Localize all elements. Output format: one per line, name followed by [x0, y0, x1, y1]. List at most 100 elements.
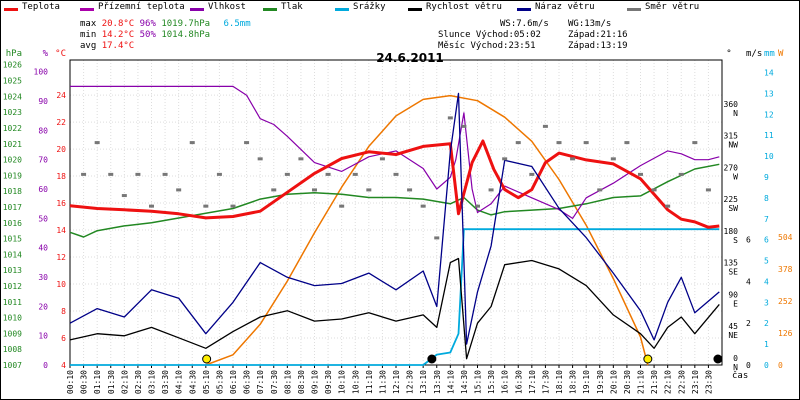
legend-swatch — [408, 8, 422, 11]
x-axis-label: čas — [732, 370, 748, 381]
axis-tick-pct: 60 — [38, 185, 48, 194]
axis-tick-mm: 4 — [764, 277, 769, 286]
wind-direction-dot — [379, 157, 385, 161]
legend-swatch — [80, 8, 94, 11]
x-tick-label: 16:10 — [501, 370, 510, 394]
axis-tick-temp: 22 — [56, 118, 66, 127]
wind-direction-dot — [705, 188, 711, 192]
axis-tick-hPa: 1014 — [3, 250, 22, 259]
axis-tick-W: 504 — [778, 233, 793, 242]
wind-direction-dot — [515, 141, 521, 145]
x-tick-label: 08:30 — [297, 370, 306, 394]
x-tick-label: 15:30 — [487, 370, 496, 394]
legend-label: Srážky — [353, 2, 386, 12]
axis-tick-pct: 70 — [38, 156, 48, 165]
stat-max-temp: 20.8°C — [101, 19, 135, 29]
stat-ws: WS:7.6m/s — [500, 19, 549, 29]
axis-label-deg: ° — [726, 49, 731, 59]
axis-tick-deg-dir: N — [733, 109, 738, 118]
axis-tick-hPa: 1007 — [3, 361, 22, 370]
axis-label-pct: % — [43, 49, 49, 59]
x-tick-label: 14:30 — [460, 370, 469, 394]
x-tick-label: 20:10 — [609, 370, 618, 394]
axis-tick-pct: 50 — [38, 214, 48, 223]
stat-min: min 14.2°C 50% 1014.8hPa — [80, 30, 210, 40]
axis-tick-pct: 90 — [38, 97, 48, 106]
legend-label: Přízemní teplota — [98, 2, 185, 12]
axis-tick-deg-dir: N — [733, 363, 738, 372]
axis-tick-temp: 20 — [56, 145, 66, 154]
wind-direction-dot — [583, 141, 589, 145]
wind-direction-dot — [488, 188, 494, 192]
wind-direction-dot — [325, 172, 331, 176]
axis-tick-mm: 3 — [764, 298, 769, 307]
axis-tick-temp: 14 — [56, 226, 66, 235]
x-tick-label: 17:30 — [541, 370, 550, 394]
axis-tick-hPa: 1013 — [3, 266, 22, 275]
moonrise-marker — [713, 354, 723, 364]
axis-tick-mm: 8 — [764, 194, 769, 203]
axis-tick-hPa: 1012 — [3, 282, 22, 291]
wind-direction-dot — [149, 204, 154, 208]
axis-tick-mm: 12 — [764, 110, 774, 119]
moonset-marker — [427, 354, 437, 364]
legend-swatch — [627, 8, 641, 11]
x-tick-label: 12:30 — [406, 370, 415, 394]
wind-direction-dot — [366, 188, 372, 192]
axis-label-temp: °C — [55, 49, 66, 59]
x-tick-label: 11:30 — [378, 370, 387, 394]
x-tick-label: 14:10 — [446, 370, 455, 394]
wind-direction-dot — [475, 204, 480, 208]
wind-direction-dot — [420, 204, 426, 208]
axis-tick-deg: 360 — [724, 100, 739, 109]
wind-direction-dot — [162, 172, 168, 176]
legend-label: Tlak — [281, 2, 303, 12]
sunset-marker — [643, 354, 653, 364]
series-line-Náraz větru — [69, 92, 720, 345]
wind-direction-dot — [257, 157, 263, 161]
series-line-Rychlost větru — [69, 257, 720, 360]
x-tick-label: 22:30 — [677, 370, 686, 394]
axis-tick-pct: 30 — [38, 273, 48, 282]
stat-wg: WG:13m/s — [568, 19, 612, 29]
wind-direction-dot — [230, 204, 236, 208]
wind-direction-dot — [678, 172, 684, 176]
x-tick-label: 09:30 — [324, 370, 333, 394]
x-tick-label: 16:30 — [514, 370, 523, 394]
x-tick-label: 10:10 — [338, 370, 347, 394]
axis-label-hPa: hPa — [6, 49, 22, 59]
legend-label: Vlhkost — [208, 2, 246, 12]
legend-label: Rychlost větru — [426, 2, 502, 12]
axis-tick-pct: 40 — [38, 244, 48, 253]
axis-tick-W: 0 — [778, 361, 783, 370]
x-tick-label: 03:10 — [148, 370, 157, 394]
wind-direction-dot — [570, 157, 576, 161]
wind-direction-dot — [298, 157, 304, 161]
wind-direction-dot — [665, 204, 671, 208]
x-tick-label: 21:10 — [637, 370, 646, 394]
axis-tick-hPa: 1021 — [3, 140, 22, 149]
series-line-Vlhkost — [70, 85, 720, 219]
axis-tick-temp: 24 — [56, 91, 66, 100]
series-line-Srážky — [70, 228, 720, 366]
x-tick-label: 19:30 — [596, 370, 605, 394]
x-tick-label: 11:10 — [365, 370, 374, 394]
axis-tick-deg: 270 — [724, 163, 739, 172]
x-tick-label: 06:10 — [229, 370, 238, 394]
axis-tick-temp: 8 — [61, 307, 66, 316]
axis-tick-deg-dir: SW — [728, 204, 738, 213]
wind-direction-dot — [108, 172, 114, 176]
axis-tick-hPa: 1016 — [3, 219, 22, 228]
axis-tick-mm: 9 — [764, 173, 769, 182]
axis-tick-deg: 135 — [724, 259, 739, 268]
axis-label-mm: mm — [764, 49, 775, 59]
stat-max: max 20.8°C 96% 1019.7hPa 6.5mm — [80, 19, 251, 29]
x-tick-label: 07:30 — [270, 370, 279, 394]
axis-label-ms: m/s — [746, 49, 762, 59]
wind-direction-dot — [216, 172, 222, 176]
x-tick-label: 04:10 — [175, 370, 184, 394]
stat-moon: Měsíc Východ:23:51 — [438, 41, 536, 51]
x-tick-label: 01:10 — [93, 370, 102, 394]
axis-tick-hPa: 1019 — [3, 171, 22, 180]
